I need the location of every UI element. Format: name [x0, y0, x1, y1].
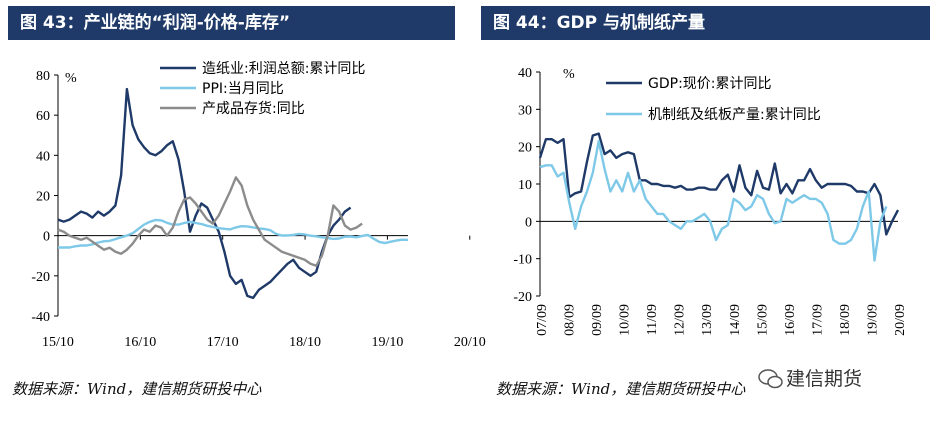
x-tick-label: 08/09	[563, 304, 578, 336]
y-tick-label: 30	[518, 103, 532, 118]
x-tick-label: 20/09	[893, 304, 908, 336]
x-tick-label: 19/09	[865, 304, 880, 336]
y-unit-label: %	[563, 67, 575, 82]
x-tick-label: 19/10	[371, 335, 403, 350]
x-tick-label: 07/09	[535, 304, 550, 336]
x-tick-label: 17/10	[207, 335, 239, 350]
y-tick-label: 60	[36, 109, 50, 124]
series-line-1	[57, 87, 352, 300]
legend-label: PPI:当月同比	[202, 81, 284, 97]
y-tick-label: -10	[513, 253, 532, 268]
legend-label: 产成品存货:同比	[202, 100, 305, 117]
x-tick-label: 13/09	[700, 304, 715, 336]
x-tick-label: 15/09	[755, 304, 770, 336]
y-tick-label: 80	[36, 69, 50, 84]
x-tick-label: 12/09	[673, 304, 688, 336]
y-tick-label: 0	[43, 230, 50, 245]
x-tick-label: 14/09	[728, 304, 743, 336]
x-tick-label: 20/10	[454, 335, 486, 350]
x-tick-label: 18/09	[838, 304, 853, 336]
y-tick-label: -20	[31, 270, 50, 285]
chart-title-left: 图 43：产业链的“利润-价格-库存”	[8, 6, 455, 40]
source-note-right: 数据来源：Wind，建信期货研投中心	[496, 380, 746, 398]
x-tick-label: 17/09	[810, 304, 825, 336]
chart-left: -40 -20 0 20 40 60 80 % 15/10 16/10 17/10 18/10 19/1…	[31, 61, 485, 350]
y-tick-label: 0	[525, 215, 532, 230]
x-tick-label: 16/09	[783, 304, 798, 336]
source-note-left: 数据来源：Wind，建信期货研投中心	[12, 380, 262, 398]
wechat-icon	[758, 369, 783, 389]
y-tick-label: 10	[518, 178, 532, 193]
x-tick-label: 15/10	[42, 335, 74, 350]
series-line-1	[538, 132, 900, 236]
chart-right: -20 -10 0 10 20 30 40 % 07/09 08/09 09/09 10/09 11/0…	[513, 66, 908, 336]
x-tick-label: 10/09	[618, 304, 633, 336]
y-tick-label: 20	[36, 190, 50, 205]
x-tick-label: 18/10	[289, 335, 321, 350]
series-line-3	[57, 176, 363, 267]
y-tick-label: 20	[518, 141, 532, 156]
y-tick-label: -20	[513, 290, 532, 305]
legend-label: GDP:现价:累计同比	[648, 76, 772, 92]
y-tick-label: -40	[31, 310, 50, 325]
y-tick-label: 40	[518, 66, 532, 81]
legend-label: 造纸业:利润总额:累计同比	[202, 61, 365, 77]
x-tick-label: 09/09	[590, 304, 605, 336]
x-tick-label: 16/10	[124, 335, 156, 350]
series-line-2	[58, 218, 409, 249]
y-unit-label: %	[65, 71, 77, 86]
legend-label: 机制纸及纸板产量:累计同比	[648, 107, 821, 123]
series-line-2	[539, 139, 888, 262]
x-tick-label: 11/09	[645, 304, 660, 335]
y-tick-label: 40	[36, 149, 50, 164]
watermark-text: 建信期货	[786, 368, 863, 390]
chart-title-right: 图 44：GDP 与机制纸产量	[481, 6, 930, 40]
